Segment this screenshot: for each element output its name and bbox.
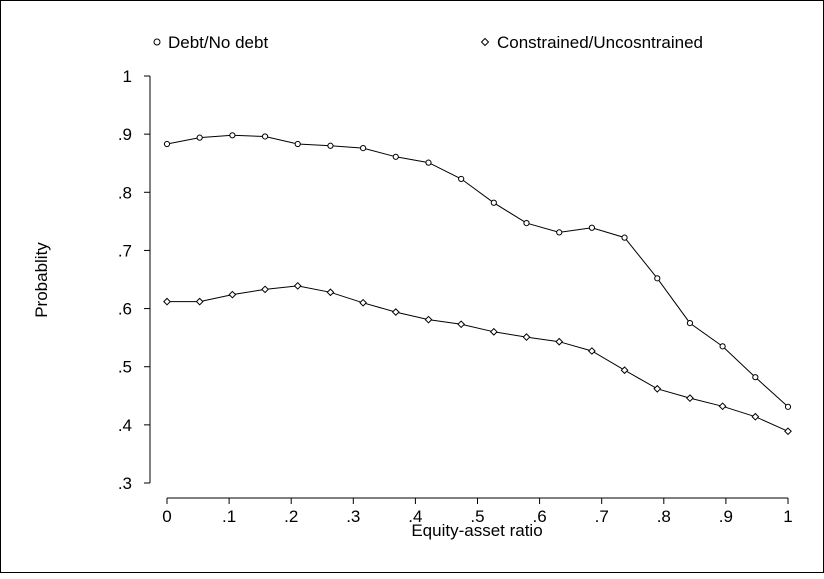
- data-point: [522, 333, 531, 341]
- x-tick-label: .7: [595, 507, 609, 526]
- y-tick-label: .5: [118, 358, 132, 377]
- data-point: [163, 297, 171, 306]
- data-point: [360, 144, 367, 152]
- y-axis-ticks: .3 .4 .5 .6 .7 .8 .9 1: [118, 67, 150, 493]
- data-point: [424, 315, 433, 324]
- data-point: [359, 298, 368, 307]
- legend-marker-diamond-icon: [480, 37, 490, 47]
- data-point: [751, 412, 760, 421]
- x-axis-ticks: 0 .1 .2 .3 .4 .5 .6 .7 .8 .9 1: [162, 498, 793, 526]
- data-point: [458, 175, 465, 183]
- data-point: [457, 320, 466, 329]
- y-axis-title: Probablity: [32, 242, 51, 318]
- data-point: [195, 297, 204, 306]
- legend-label-debt: Debt/No debt: [168, 33, 268, 52]
- x-tick-label: 1: [783, 507, 792, 526]
- data-point: [588, 224, 595, 231]
- y-tick-label: .8: [118, 183, 132, 202]
- data-point: [752, 374, 759, 381]
- x-tick-label: .5: [470, 507, 484, 526]
- data-point: [392, 153, 399, 160]
- data-point: [654, 275, 661, 282]
- data-point: [784, 403, 792, 410]
- data-point: [653, 384, 662, 393]
- data-point: [556, 229, 563, 236]
- data-point: [718, 402, 727, 411]
- data-point: [686, 320, 694, 327]
- data-point: [163, 140, 171, 148]
- data-point: [228, 290, 237, 299]
- y-tick-label: .9: [118, 125, 132, 144]
- data-point: [490, 199, 497, 206]
- data-point: [327, 142, 334, 149]
- series-constrained: [163, 281, 792, 436]
- y-tick-label: .7: [118, 241, 132, 260]
- y-tick-label: 1: [123, 67, 132, 86]
- data-point: [523, 220, 530, 227]
- series-debt: [163, 132, 792, 410]
- data-point: [293, 281, 302, 290]
- data-point: [261, 285, 269, 294]
- x-axis-title: Equity-asset ratio: [411, 521, 542, 540]
- data-point: [719, 343, 726, 350]
- data-point: [686, 394, 694, 403]
- x-tick-label: 0: [162, 507, 171, 526]
- data-point: [261, 133, 269, 140]
- x-tick-label: .9: [719, 507, 733, 526]
- legend-marker-circle-icon: [153, 38, 161, 46]
- x-tick-label: .8: [657, 507, 671, 526]
- series-line: [167, 285, 789, 432]
- axes: .3 .4 .5 .6 .7 .8 .9 1 0 .1 .2 .3 .4 .5 .6 .7 .8 .9 1: [118, 67, 793, 526]
- y-tick-label: .4: [118, 416, 132, 435]
- data-point: [391, 308, 400, 316]
- data-point: [229, 132, 236, 139]
- data-point: [489, 327, 498, 336]
- data-point: [587, 347, 596, 355]
- data-point: [326, 288, 335, 297]
- x-tick-label: .1: [222, 507, 236, 526]
- legend: Debt/No debt Constrained/Uncosntrained: [153, 33, 703, 52]
- data-point: [784, 427, 792, 436]
- data-point: [196, 134, 203, 141]
- series-line: [166, 134, 789, 408]
- data-point: [620, 366, 629, 375]
- y-tick-label: .6: [118, 300, 132, 319]
- data-point: [425, 159, 432, 166]
- y-tick-label: .3: [118, 474, 132, 493]
- legend-label-constrained: Constrained/Uncosntrained: [497, 33, 703, 52]
- x-tick-label: .3: [346, 507, 360, 526]
- series-layer: [163, 132, 792, 436]
- x-tick-label: .6: [533, 507, 547, 526]
- data-point: [294, 140, 301, 148]
- data-point: [621, 234, 628, 241]
- data-point: [555, 337, 564, 346]
- x-tick-label: .4: [408, 507, 422, 526]
- x-tick-label: .2: [284, 507, 298, 526]
